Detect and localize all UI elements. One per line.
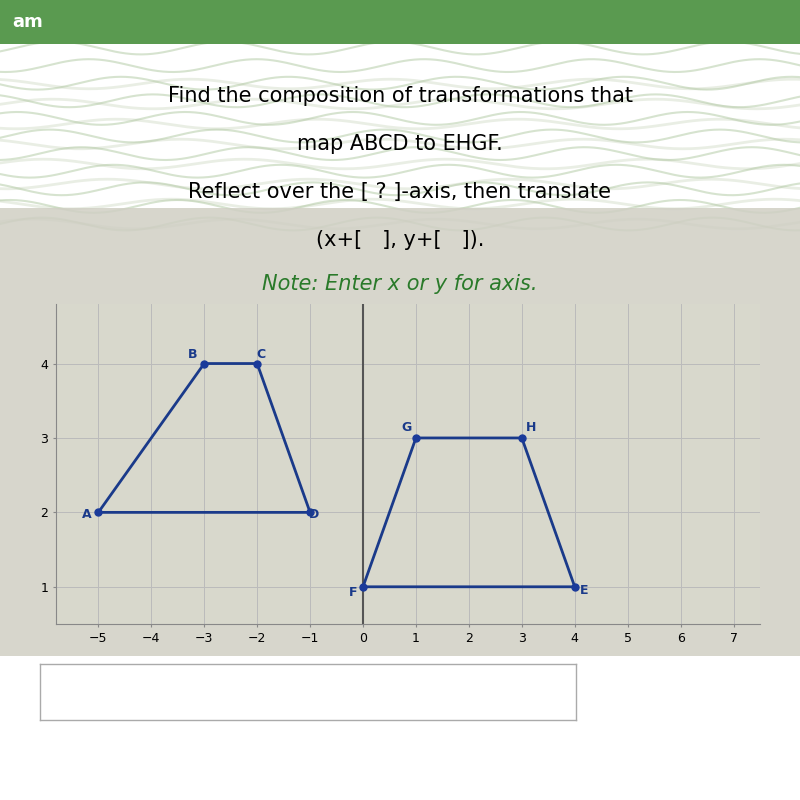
Bar: [0, 0, 800, 44]
Text: map ABCD to EHGF.: map ABCD to EHGF.: [297, 134, 503, 154]
Text: (x+[   ], y+[   ]).: (x+[ ], y+[ ]).: [316, 230, 484, 250]
Text: Reflect over the [ ? ]-axis, then translate: Reflect over the [ ? ]-axis, then transl…: [189, 182, 611, 202]
Text: Find the composition of transformations that: Find the composition of transformations …: [167, 86, 633, 106]
Text: F: F: [350, 586, 358, 598]
Bar: [0, 208, 800, 656]
Text: H: H: [526, 421, 537, 434]
Text: C: C: [257, 347, 266, 361]
Text: am: am: [12, 13, 42, 31]
Text: E: E: [580, 584, 589, 598]
Text: Note: Enter x or y for axis.: Note: Enter x or y for axis.: [262, 274, 538, 294]
Text: Enter: Enter: [649, 683, 703, 701]
Text: B: B: [188, 347, 198, 361]
Text: D: D: [309, 508, 319, 522]
Text: A: A: [82, 508, 91, 522]
Text: G: G: [402, 421, 411, 434]
